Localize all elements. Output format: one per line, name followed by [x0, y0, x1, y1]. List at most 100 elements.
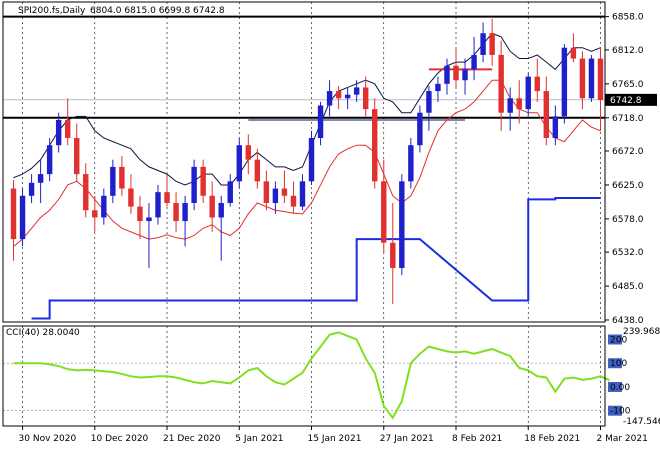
candle-body	[570, 47, 577, 59]
candle-body	[164, 192, 170, 203]
candle-body	[290, 195, 297, 207]
candle-body	[155, 192, 161, 218]
y-tick-label: 6532.0	[612, 248, 644, 258]
candle-body	[218, 203, 224, 218]
candle-body	[92, 210, 98, 218]
candle-body	[471, 54, 477, 70]
candle-body	[353, 87, 360, 95]
candle-body	[426, 91, 432, 113]
y-tick-label: 6858.0	[612, 13, 644, 23]
candle-body	[372, 109, 378, 182]
candle-body	[182, 203, 188, 222]
cci-panel	[3, 331, 610, 420]
candle-body	[597, 58, 604, 100]
candle-body	[489, 33, 495, 55]
x-tick-label: 18 Feb 2021	[524, 434, 580, 444]
candle-body	[588, 58, 595, 99]
x-tick-label: 30 Nov 2020	[19, 434, 77, 444]
chart-title: SPI200.fs,Daily	[18, 6, 86, 16]
cci-tick-box	[608, 405, 622, 416]
ohlc-readout: 6804.0 6815.0 6699.8 6742.8	[90, 6, 225, 16]
candle-body	[462, 69, 468, 81]
candle-body	[326, 91, 333, 106]
candle-body	[390, 242, 396, 268]
candle-body	[579, 58, 586, 99]
candle-body	[200, 166, 206, 196]
candle-body	[543, 91, 550, 138]
candle-body	[128, 188, 134, 207]
candle-body	[55, 119, 62, 146]
candle-body	[399, 181, 405, 268]
y-tick-label: 6672.0	[612, 147, 644, 157]
candle-body	[254, 159, 261, 182]
candle-body	[552, 116, 559, 138]
cci-tick-box	[608, 334, 622, 345]
candle-body	[74, 138, 80, 175]
y-tick-label: 6485.0	[612, 282, 644, 292]
candle-body	[191, 166, 197, 203]
candle-body	[46, 145, 53, 175]
candle-body	[10, 188, 17, 240]
cci-min-label: -147.546	[623, 417, 660, 427]
last-price-label: 6742.8	[610, 96, 642, 106]
candle-body	[299, 181, 306, 207]
y-tick-label: 6578.0	[612, 215, 644, 225]
price-frame	[2, 1, 606, 323]
candle-body	[146, 217, 152, 222]
candle-body	[381, 181, 387, 243]
candle-body	[317, 105, 324, 138]
candle-body	[37, 174, 44, 183]
candle-body	[408, 145, 414, 182]
candle-body	[435, 83, 441, 92]
price-panel	[3, 15, 605, 320]
cci-tick-box	[608, 381, 622, 392]
candle-body	[308, 138, 315, 182]
cci-tick-label: -100	[610, 407, 631, 417]
candle-body	[245, 145, 252, 160]
candle-body	[516, 98, 522, 110]
x-tick-label: 15 Jan 2021	[308, 434, 362, 444]
candle-body	[344, 94, 351, 99]
candle-body	[507, 98, 513, 113]
candle-body	[19, 195, 26, 240]
candle-body	[453, 65, 459, 81]
cci-label: CCI(40) 28.0040	[6, 328, 80, 338]
cci-tick-label: 0.00	[610, 383, 630, 393]
cci-tick-box	[608, 358, 622, 369]
candle-body	[534, 76, 540, 92]
candle-body	[28, 182, 35, 196]
upper-band-line	[13, 32, 601, 186]
x-tick-label: 2 Mar 2021	[596, 434, 647, 444]
candle-body	[263, 181, 270, 203]
candle-body	[480, 33, 486, 55]
candle-body	[281, 188, 288, 196]
candle-body	[561, 47, 568, 117]
last-price-marker	[605, 93, 657, 106]
cci-line	[13, 331, 610, 420]
candle-body	[64, 119, 71, 138]
candle-body	[236, 145, 242, 182]
x-tick-label: 21 Dec 2020	[163, 434, 221, 444]
candle-body	[101, 195, 107, 218]
cci-frame	[2, 325, 606, 427]
x-tick-label: 8 Feb 2021	[452, 434, 502, 444]
x-tick-label: 5 Jan 2021	[235, 434, 283, 444]
candle-body	[137, 206, 143, 222]
stop-line	[31, 196, 601, 320]
candle-body	[83, 174, 89, 211]
y-tick-label: 6625.0	[612, 181, 644, 191]
y-tick-label: 6765.0	[612, 80, 644, 90]
candle-body	[110, 166, 116, 196]
x-tick-label: 27 Jan 2021	[380, 434, 434, 444]
candle-body	[335, 91, 342, 99]
cci-tick-label: 200	[610, 335, 627, 345]
candle-body	[444, 65, 450, 84]
y-tick-label: 6718.0	[612, 114, 644, 124]
x-tick-label: 10 Dec 2020	[91, 434, 149, 444]
candle-body	[209, 195, 215, 218]
candle-body	[272, 188, 279, 203]
y-tick-label: 6438.0	[612, 316, 644, 326]
